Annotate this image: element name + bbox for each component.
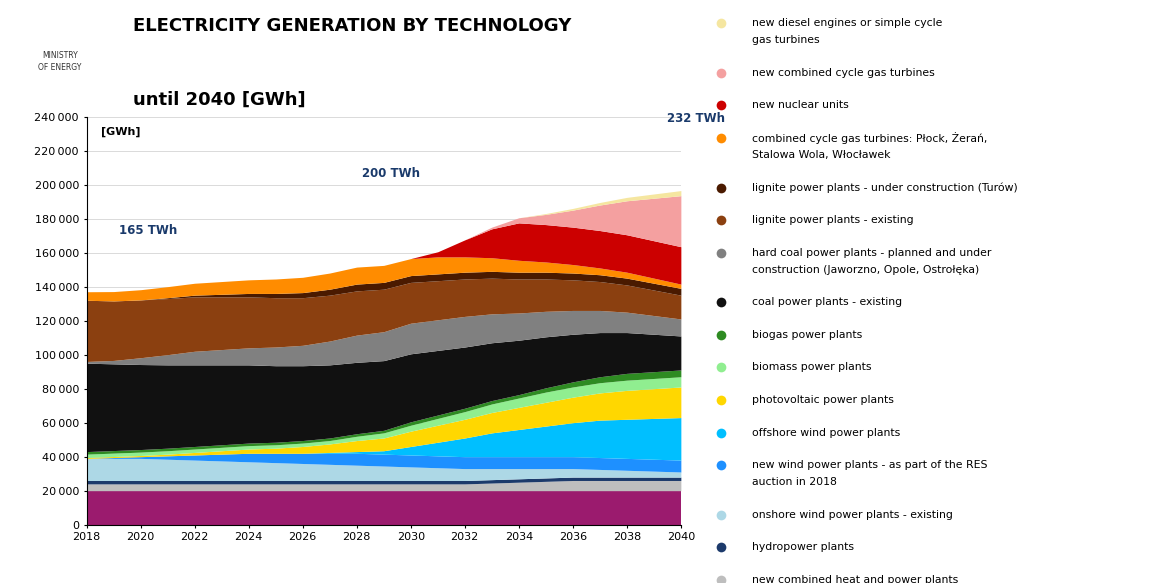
- Text: lignite power plants - under construction (Turów): lignite power plants - under constructio…: [752, 182, 1018, 193]
- Text: hard coal power plants - planned and under: hard coal power plants - planned and und…: [752, 248, 991, 258]
- Text: until 2040 [GWh]: until 2040 [GWh]: [133, 90, 306, 108]
- Text: lignite power plants - existing: lignite power plants - existing: [752, 215, 914, 225]
- Text: new nuclear units: new nuclear units: [752, 100, 849, 110]
- Text: 165 TWh: 165 TWh: [119, 224, 178, 237]
- Text: biogas power plants: biogas power plants: [752, 330, 862, 340]
- Text: 200 TWh: 200 TWh: [362, 167, 420, 180]
- Text: hydropower plants: hydropower plants: [752, 542, 854, 553]
- Text: new combined cycle gas turbines: new combined cycle gas turbines: [752, 68, 935, 78]
- Text: Stalowa Wola, Włocławek: Stalowa Wola, Włocławek: [752, 150, 891, 160]
- Text: onshore wind power plants - existing: onshore wind power plants - existing: [752, 510, 953, 520]
- Text: auction in 2018: auction in 2018: [752, 477, 837, 487]
- Text: 232 TWh: 232 TWh: [667, 112, 726, 125]
- Text: [GWh]: [GWh]: [102, 127, 141, 137]
- Text: gas turbines: gas turbines: [752, 35, 819, 45]
- Text: coal power plants - existing: coal power plants - existing: [752, 297, 902, 307]
- Text: new combined heat and power plants: new combined heat and power plants: [752, 575, 959, 583]
- Text: photovoltaic power plants: photovoltaic power plants: [752, 395, 894, 405]
- Text: construction (Jaworzno, Opole, Ostrołęka): construction (Jaworzno, Opole, Ostrołęka…: [752, 265, 980, 275]
- Text: new wind power plants - as part of the RES: new wind power plants - as part of the R…: [752, 460, 988, 470]
- Text: new diesel engines or simple cycle: new diesel engines or simple cycle: [752, 18, 943, 28]
- Text: combined cycle gas turbines: Płock, Żerań,: combined cycle gas turbines: Płock, Żera…: [752, 132, 988, 144]
- Text: biomass power plants: biomass power plants: [752, 363, 871, 373]
- Text: offshore wind power plants: offshore wind power plants: [752, 427, 900, 438]
- Text: MINISTRY
OF ENERGY: MINISTRY OF ENERGY: [38, 51, 82, 72]
- Text: ELECTRICITY GENERATION BY TECHNOLOGY: ELECTRICITY GENERATION BY TECHNOLOGY: [133, 17, 571, 36]
